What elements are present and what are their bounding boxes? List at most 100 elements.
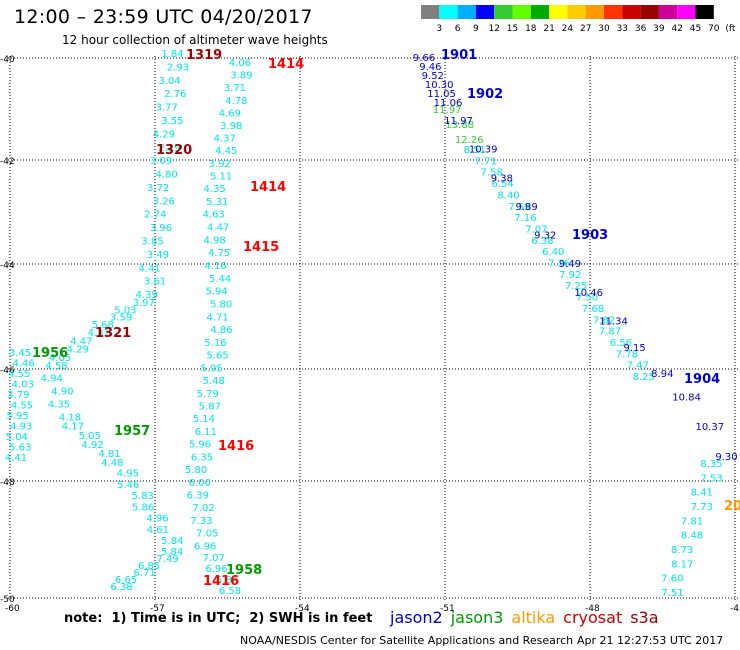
colorbar-swatch bbox=[475, 5, 495, 19]
wave-height-value: 7.59 bbox=[508, 202, 530, 213]
note-text: note: 1) Time is in UTC; 2) SWH is in fe… bbox=[64, 611, 373, 626]
track-time-label: 1903 bbox=[572, 228, 608, 243]
wave-height-value: 11.06 bbox=[434, 98, 463, 109]
colorbar-swatch bbox=[421, 5, 440, 19]
colorbar-swatch bbox=[567, 5, 586, 19]
wave-height-value: 6.38 bbox=[110, 582, 132, 593]
wave-height-value: 5.03 bbox=[114, 305, 136, 316]
wave-height-value: 5.83 bbox=[132, 491, 154, 502]
wave-height-value: 2.93 bbox=[167, 62, 189, 73]
wave-height-value: 9.32 bbox=[534, 231, 556, 242]
wave-height-value: 4.69 bbox=[219, 108, 241, 119]
track-time-labels: 1319141413201414141513211956195714161958… bbox=[32, 48, 740, 589]
colorbar-label: 3 bbox=[436, 24, 442, 34]
timestamp-text: Apr 21 12:27:53 UTC 2017 bbox=[577, 634, 724, 647]
colorbar-label: 21 bbox=[543, 24, 554, 34]
colorbar-swatch bbox=[622, 5, 641, 19]
wave-height-value: 2.74 bbox=[144, 210, 166, 221]
wave-height-value: 10.37 bbox=[695, 422, 724, 433]
colorbar-label: 42 bbox=[671, 24, 682, 34]
colorbar-label: 33 bbox=[617, 24, 628, 34]
wave-height-value: 4.94 bbox=[41, 374, 63, 385]
wave-height-value: 4.31 bbox=[88, 328, 110, 339]
wave-height-value: 4.71 bbox=[206, 312, 228, 323]
wave-height-value: 4.47 bbox=[207, 222, 229, 233]
lon-label: -60 bbox=[5, 604, 20, 614]
colorbar-swatch bbox=[512, 5, 531, 19]
wave-height-value: 3.77 bbox=[156, 103, 178, 114]
colorbar-label: 18 bbox=[525, 24, 537, 34]
wave-height-value: 3.92 bbox=[209, 159, 231, 170]
colorbar-label: 12 bbox=[488, 24, 499, 34]
wave-height-value: 4.92 bbox=[82, 440, 104, 451]
wave-height-value: 4.80 bbox=[155, 170, 177, 181]
wave-height-value: 7.71 bbox=[475, 156, 497, 167]
colorbar-swatch bbox=[640, 5, 659, 19]
wave-height-value: 7.78 bbox=[616, 349, 638, 360]
track-time-label: 1902 bbox=[467, 87, 503, 102]
wave-height-value: 6.00 bbox=[189, 478, 211, 489]
colorbar-label: 6 bbox=[455, 24, 461, 34]
track-time-label: 20 bbox=[724, 499, 740, 514]
wave-height-value: 2.29 bbox=[158, 143, 180, 154]
wave-height-value: 6.96 bbox=[205, 564, 227, 575]
wave-height-value: 6.85 bbox=[138, 561, 160, 572]
wave-height-value: 3.09 bbox=[150, 156, 172, 167]
wave-height-value: 9.66 bbox=[413, 53, 435, 64]
wave-height-value: 4.29 bbox=[153, 129, 175, 140]
wave-height-value: 13.88 bbox=[445, 120, 474, 131]
wave-height-value: 9.52 bbox=[422, 71, 444, 82]
colorbar-label: 70 bbox=[708, 24, 720, 34]
wave-height-value: 7.25 bbox=[565, 281, 587, 292]
track-time-label: 1416 bbox=[218, 439, 254, 454]
colorbar-label: 45 bbox=[690, 24, 701, 34]
wave-height-value: 6.58 bbox=[219, 586, 241, 597]
wave-height-value: 6.54 bbox=[491, 179, 513, 190]
wave-height-value: 6.38 bbox=[531, 236, 553, 247]
lon-label: -54 bbox=[295, 604, 310, 614]
wave-height-value: 5.65 bbox=[206, 351, 228, 362]
track-time-label: 1957 bbox=[114, 424, 150, 439]
wave-height-value: 4.55 bbox=[11, 401, 33, 412]
satellite-tracks: 1.84 2.93 3.04 2.76 3.77 3.55 4.29 2.29 3.09 4.80… bbox=[5, 49, 738, 599]
wave-height-value: 4.35 bbox=[203, 184, 225, 195]
satellite-legend-cryosat: cryosat bbox=[563, 608, 623, 627]
wave-height-value: 4.47 bbox=[70, 336, 92, 347]
wave-height-value: 4.48 bbox=[101, 458, 123, 469]
wave-height-value: 5.44 bbox=[209, 274, 231, 285]
wave-height-value: 5.94 bbox=[206, 287, 228, 298]
wave-height-value: 6.65 bbox=[115, 575, 137, 586]
colorbar-swatch bbox=[439, 5, 458, 19]
wave-height-value: 8.94 bbox=[651, 369, 673, 380]
track-time-label: 1414 bbox=[268, 57, 304, 72]
wave-height-value: 4.63 bbox=[203, 210, 225, 221]
wave-height-value: 5.48 bbox=[203, 376, 225, 387]
wave-height-value: 4.75 bbox=[208, 248, 230, 259]
wave-height-value: 9.30 bbox=[715, 452, 737, 463]
wave-height-value: 4.78 bbox=[225, 96, 247, 107]
wave-height-value: 4.90 bbox=[51, 387, 73, 398]
colorbar-label: (ft) bbox=[725, 24, 736, 34]
wave-height-value: 7.92 bbox=[559, 270, 581, 281]
lat-label: -46 bbox=[0, 366, 15, 376]
track-time-label: 1958 bbox=[226, 563, 262, 578]
wave-height-value: 3.79 bbox=[7, 390, 29, 401]
wave-height-value: 7.16 bbox=[514, 213, 536, 224]
wave-height-value: 8.35 bbox=[700, 459, 722, 470]
wave-height-value: 8.17 bbox=[671, 559, 693, 570]
wave-height-value: 7.87 bbox=[599, 327, 621, 338]
wave-height-value: 5.95 bbox=[6, 411, 28, 422]
wave-height-value: 7.81 bbox=[681, 516, 703, 527]
wave-height-value: 5.63 bbox=[9, 443, 31, 454]
wave-height-value: 6.11 bbox=[195, 427, 217, 438]
colorbar-swatch bbox=[457, 5, 476, 19]
wave-height-value: 9.89 bbox=[515, 202, 537, 213]
wave-height-value: 7.02 bbox=[192, 503, 214, 514]
wave-height-value: 7.73 bbox=[691, 502, 713, 513]
wave-height-value: 7.47 bbox=[627, 361, 649, 372]
lat-label: -48 bbox=[0, 478, 15, 488]
wave-height-value: 9.49 bbox=[559, 259, 581, 270]
wave-height-value: 4.06 bbox=[229, 58, 251, 69]
satellite-legend: jason2 jason3 altika cryosat s3a bbox=[390, 608, 667, 627]
